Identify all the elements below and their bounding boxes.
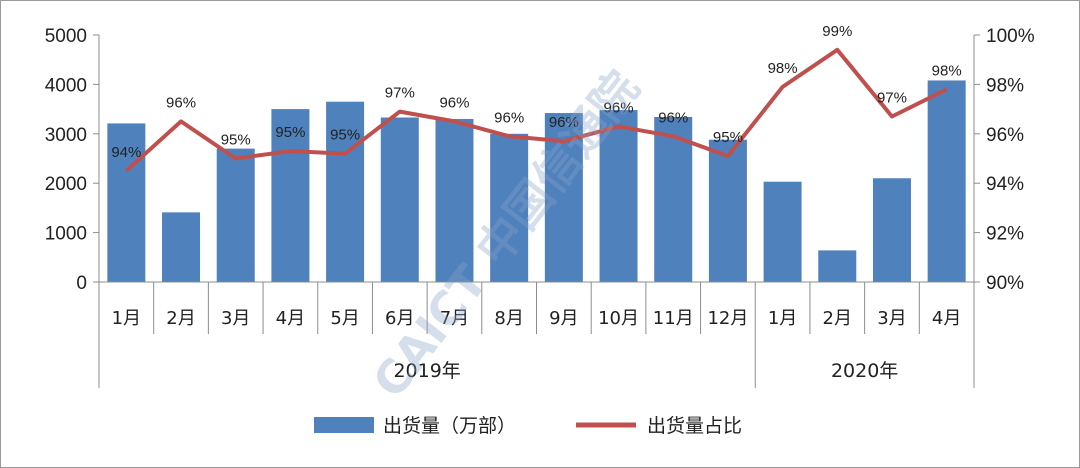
right-tick-label: 98%: [986, 75, 1024, 96]
bar-series: [107, 80, 966, 283]
bar: [107, 123, 146, 283]
bar: [708, 139, 747, 282]
category-label: 2月: [166, 308, 195, 329]
data-label: 96%: [658, 109, 688, 126]
left-tick-label: 2000: [45, 174, 87, 195]
data-label: 96%: [604, 99, 634, 116]
category-label: 4月: [276, 308, 305, 329]
data-label: 95%: [221, 132, 251, 149]
category-label: 1月: [112, 308, 141, 329]
category-label: 4月: [932, 308, 961, 329]
bar: [654, 117, 693, 282]
right-tick-label: 90%: [986, 273, 1024, 294]
right-tick-label: 94%: [986, 174, 1024, 195]
bar: [927, 80, 966, 282]
right-tick-label: 100%: [986, 26, 1035, 47]
data-label: 98%: [768, 60, 798, 77]
bar: [818, 250, 857, 282]
bar: [271, 109, 310, 282]
category-label: 11月: [653, 308, 694, 329]
left-tick-label: 5000: [45, 26, 87, 47]
bar: [435, 118, 474, 282]
category-label: 3月: [221, 308, 250, 329]
category-label: 1月: [768, 308, 797, 329]
data-label: 97%: [877, 90, 907, 107]
data-label: 96%: [549, 114, 579, 131]
data-label: 95%: [330, 127, 360, 144]
data-label: 98%: [932, 62, 962, 79]
data-label: 95%: [275, 124, 305, 141]
bar: [763, 181, 802, 282]
category-label: 3月: [877, 308, 906, 329]
left-tick-label: 4000: [45, 75, 87, 96]
bar: [490, 133, 529, 282]
left-tick-label: 0: [76, 273, 87, 294]
legend-label-line: 出货量占比: [647, 415, 742, 437]
left-tick-label: 1000: [45, 224, 87, 245]
category-label: 7月: [440, 308, 469, 329]
data-label: 96%: [439, 94, 469, 111]
category-label: 12月: [707, 308, 748, 329]
category-label: 5月: [330, 308, 359, 329]
group-label: 2019年: [393, 360, 460, 382]
data-label: 97%: [385, 85, 415, 102]
category-label: 9月: [549, 308, 578, 329]
line-series: [124, 47, 948, 173]
legend-swatch-bar: [314, 417, 374, 433]
legend-label-bar: 出货量（万部）: [383, 415, 516, 437]
bar: [326, 101, 365, 282]
data-label: 96%: [166, 94, 196, 111]
category-label: 6月: [385, 308, 414, 329]
bar: [599, 110, 638, 282]
data-label: 99%: [822, 23, 852, 40]
bar: [162, 212, 201, 282]
data-label: 96%: [494, 109, 524, 126]
category-label: 10月: [598, 308, 639, 329]
legend: 出货量（万部） 出货量占比: [314, 415, 742, 437]
right-tick-label: 92%: [986, 224, 1024, 245]
left-tick-label: 3000: [45, 125, 87, 146]
category-axis: 1月 2月 3月 4月 5月 6月 7月 8月 9月 10月 11月 12月 1月 2月 3月 4月 2019年…: [98, 281, 975, 388]
bar: [216, 148, 255, 282]
category-label: 2月: [823, 308, 852, 329]
data-label: 95%: [713, 129, 743, 146]
group-label: 2020年: [831, 360, 898, 382]
data-label: 94%: [111, 144, 141, 161]
bar: [872, 178, 911, 282]
data-labels: 94% 96% 95% 95% 95% 97% 96% 96% 96% 96% 96% 95% 98% 9…: [111, 23, 961, 161]
axes: 0 1000 2000 3000 4000 5000 90% 92% 94% 96% 98% 100%: [45, 26, 1035, 294]
line-path: [124, 47, 948, 173]
bar: [380, 117, 419, 282]
right-tick-label: 96%: [986, 125, 1024, 146]
category-label: 8月: [494, 308, 523, 329]
